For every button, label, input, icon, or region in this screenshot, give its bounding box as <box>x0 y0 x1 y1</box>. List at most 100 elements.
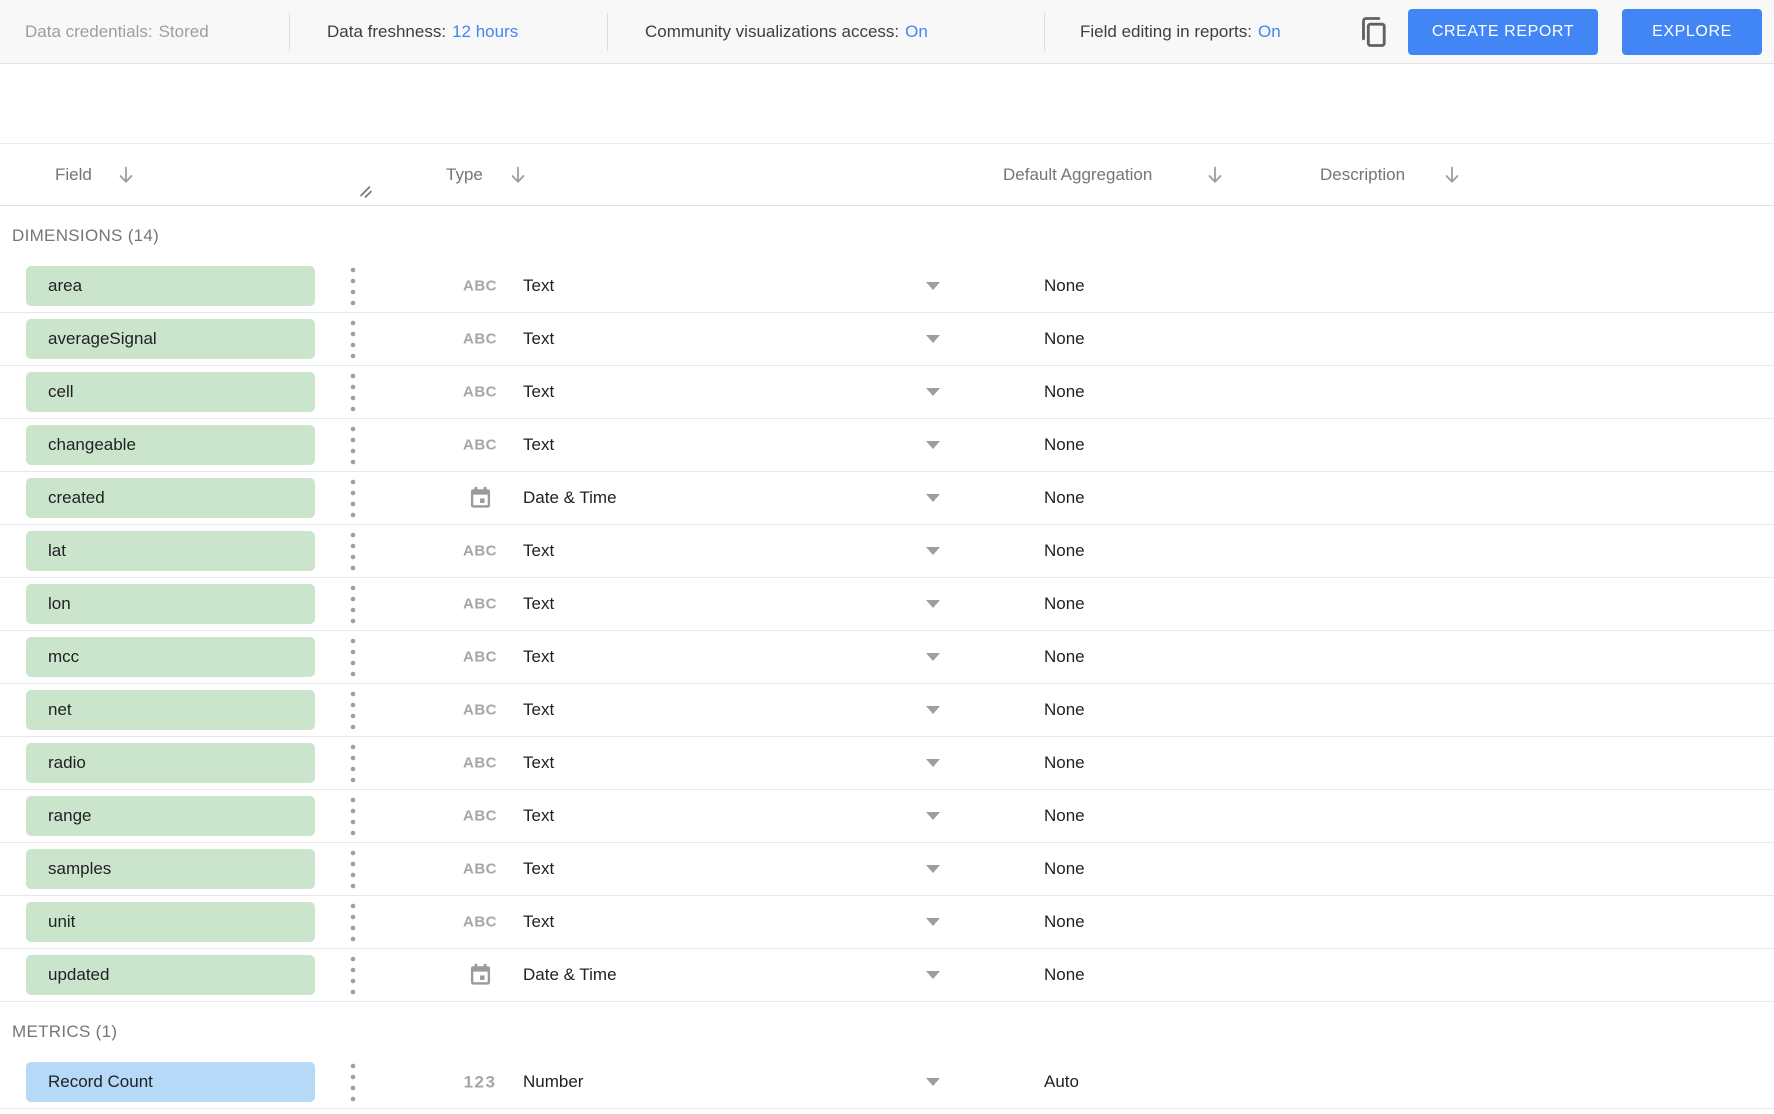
field-name-pill[interactable]: created <box>26 478 315 518</box>
text-type-icon: ABC <box>463 913 497 931</box>
field-type-select[interactable]: ABC Text <box>440 525 960 577</box>
explore-button[interactable]: EXPLORE <box>1622 9 1762 55</box>
field-type-select[interactable]: ABC Text <box>440 313 960 365</box>
dropdown-arrow-icon <box>926 600 940 608</box>
field-type-select[interactable]: Date & Time <box>440 949 960 1001</box>
field-row: unit ABC Text <box>0 896 1774 949</box>
dropdown-arrow-icon <box>926 865 940 873</box>
number-type-icon: 123 <box>463 1072 497 1092</box>
aggregation-value[interactable]: None <box>1044 488 1085 507</box>
topbar-divider <box>289 13 290 51</box>
connection-navbar: EDIT CONNECTION | FILTER BY EMAIL ADD A … <box>0 64 1774 199</box>
sort-type-icon[interactable] <box>506 162 530 188</box>
field-type-select[interactable]: ABC Text <box>440 366 960 418</box>
field-name-pill[interactable]: cell <box>26 372 315 412</box>
text-type-icon: ABC <box>463 277 497 295</box>
more-options-icon[interactable] <box>346 422 360 468</box>
field-type-label: Text <box>523 382 555 401</box>
aggregation-value[interactable]: None <box>1044 435 1085 454</box>
field-editing-value: On <box>1257 21 1281 41</box>
column-resize-handle-icon[interactable] <box>358 184 373 199</box>
copy-icon <box>1356 17 1392 54</box>
field-name-pill[interactable]: averageSignal <box>26 319 315 359</box>
field-row: samples ABC Text <box>0 843 1774 896</box>
more-options-icon[interactable] <box>346 263 360 309</box>
aggregation-value[interactable]: None <box>1044 965 1085 984</box>
field-name-pill[interactable]: radio <box>26 743 315 783</box>
sort-aggregation-icon[interactable] <box>1203 162 1227 188</box>
aggregation-value[interactable]: None <box>1044 912 1085 931</box>
dropdown-arrow-icon <box>926 759 940 767</box>
aggregation-value[interactable]: None <box>1044 541 1085 560</box>
text-type-icon: ABC <box>463 595 497 613</box>
field-name: radio <box>48 753 86 772</box>
sort-description-icon[interactable] <box>1440 162 1464 188</box>
field-row: range ABC Text <box>0 790 1774 843</box>
community-visualizations-setting[interactable]: Community visualizations access: On <box>645 22 928 42</box>
more-options-icon[interactable] <box>346 634 360 680</box>
field-name-pill[interactable]: range <box>26 796 315 836</box>
more-options-icon[interactable] <box>346 475 360 521</box>
more-options-icon[interactable] <box>346 369 360 415</box>
field-type-select[interactable]: ABC Text <box>440 578 960 630</box>
copy-datasource-button[interactable] <box>1356 13 1392 54</box>
field-name-pill[interactable]: changeable <box>26 425 315 465</box>
more-options-icon[interactable] <box>346 687 360 733</box>
fields-table-header: Field Type Default Aggregation Descripti… <box>0 144 1774 342</box>
dropdown-arrow-icon <box>926 706 940 714</box>
create-report-button[interactable]: CREATE REPORT <box>1408 9 1598 55</box>
field-name-pill[interactable]: lon <box>26 584 315 624</box>
more-options-icon[interactable] <box>346 846 360 892</box>
field-name-pill[interactable]: net <box>26 690 315 730</box>
field-name: net <box>48 700 72 719</box>
field-name-pill[interactable]: Record Count <box>26 1062 315 1102</box>
field-type-select[interactable]: ABC Text <box>440 896 960 948</box>
aggregation-value[interactable]: None <box>1044 753 1085 772</box>
data-credentials-setting[interactable]: Data credentials: Stored <box>25 22 209 42</box>
field-type-select[interactable]: ABC Text <box>440 843 960 895</box>
field-name-pill[interactable]: mcc <box>26 637 315 677</box>
field-name-pill[interactable]: unit <box>26 902 315 942</box>
field-name-pill[interactable]: area <box>26 266 315 306</box>
field-type-label: Text <box>523 647 555 666</box>
dropdown-arrow-icon <box>926 812 940 820</box>
field-type-select[interactable]: ABC Text <box>440 790 960 842</box>
field-type-select[interactable]: Date & Time <box>440 472 960 524</box>
aggregation-value[interactable]: None <box>1044 382 1085 401</box>
more-options-icon[interactable] <box>346 316 360 362</box>
field-name-pill[interactable]: lat <box>26 531 315 571</box>
field-type-select[interactable]: 123 Number <box>440 1056 960 1108</box>
field-type-select[interactable]: ABC Text <box>440 631 960 683</box>
more-options-icon[interactable] <box>346 528 360 574</box>
field-name-pill[interactable]: samples <box>26 849 315 889</box>
dropdown-arrow-icon <box>926 1078 940 1086</box>
aggregation-value[interactable]: None <box>1044 276 1085 295</box>
aggregation-value[interactable]: None <box>1044 806 1085 825</box>
aggregation-value[interactable]: None <box>1044 647 1085 666</box>
section-rows: area ABC Text <box>0 260 1774 1002</box>
aggregation-value[interactable]: Auto <box>1044 1072 1079 1091</box>
field-editing-setting[interactable]: Field editing in reports: On <box>1080 22 1281 42</box>
more-options-icon[interactable] <box>346 581 360 627</box>
field-name: averageSignal <box>48 329 157 348</box>
sort-field-icon[interactable] <box>114 162 138 188</box>
field-section: DIMENSIONS (14) area ABC <box>0 206 1774 1002</box>
more-options-icon[interactable] <box>346 740 360 786</box>
more-options-icon[interactable] <box>346 952 360 998</box>
field-name-pill[interactable]: updated <box>26 955 315 995</box>
column-header-type: Type <box>446 164 483 184</box>
more-options-icon[interactable] <box>346 793 360 839</box>
field-type-select[interactable]: ABC Text <box>440 737 960 789</box>
more-options-icon[interactable] <box>346 1059 360 1105</box>
field-type-select[interactable]: ABC Text <box>440 260 960 312</box>
aggregation-value[interactable]: None <box>1044 329 1085 348</box>
field-type-select[interactable]: ABC Text <box>440 419 960 471</box>
aggregation-value[interactable]: None <box>1044 700 1085 719</box>
data-freshness-setting[interactable]: Data freshness: 12 hours <box>327 22 518 42</box>
data-freshness-value: 12 hours <box>452 21 519 41</box>
more-options-icon[interactable] <box>346 899 360 945</box>
aggregation-value[interactable]: None <box>1044 594 1085 613</box>
field-type-select[interactable]: ABC Text <box>440 684 960 736</box>
aggregation-value[interactable]: None <box>1044 859 1085 878</box>
